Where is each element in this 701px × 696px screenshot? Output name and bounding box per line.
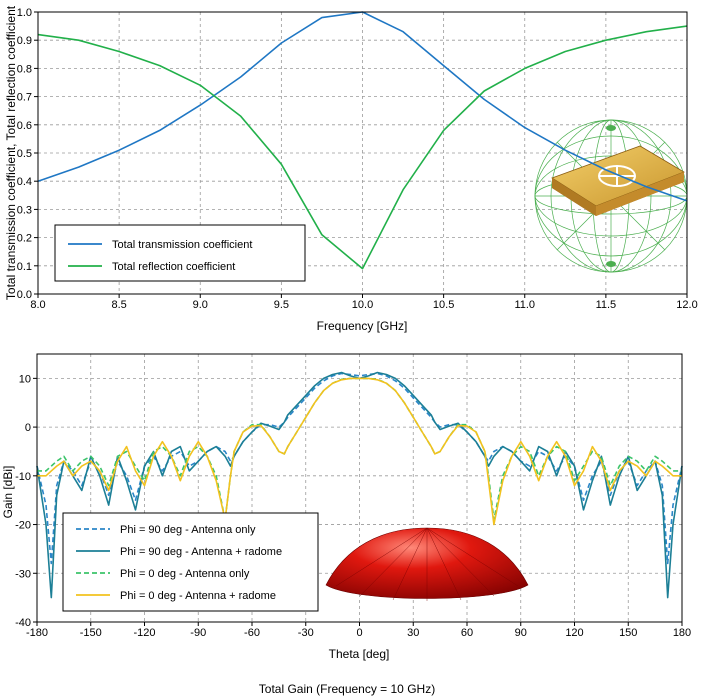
y-tick-labels: -40 -30 -20 -10 0 10 (15, 373, 37, 629)
radome-dome-inset (325, 527, 529, 601)
x-tick-label: 10.5 (433, 299, 454, 311)
legend-entry: Total transmission coefficient (112, 239, 252, 251)
y-tick-label: -30 (15, 568, 31, 580)
x-tick-label: 120 (565, 627, 583, 639)
y-axis-label: Gain [dBi] (1, 466, 15, 519)
antenna-model-inset (534, 119, 688, 273)
y-axis-label: Total transmission coefficient, Total re… (4, 5, 18, 300)
x-tick-label: -60 (244, 627, 260, 639)
y-tick-label: 0.8 (17, 63, 32, 75)
x-tick-labels: 8.0 8.5 9.0 9.5 10.0 10.5 11.0 11.5 12.0 (30, 294, 698, 311)
y-tick-label: 0.1 (17, 261, 32, 273)
transmission-reflection-chart: 8.0 8.5 9.0 9.5 10.0 10.5 11.0 11.5 12.0 0.00.10… (4, 5, 698, 333)
x-tick-label: -120 (133, 627, 155, 639)
x-axis-label: Theta [deg] (329, 647, 390, 661)
legend-entry: Phi = 0 deg - Antenna only (120, 568, 250, 580)
x-tick-label: 180 (673, 627, 691, 639)
x-tick-label: 8.5 (111, 299, 126, 311)
y-tick-label: 0.0 (17, 289, 32, 301)
x-tick-label: 11.0 (514, 299, 535, 311)
x-tick-label: 90 (515, 627, 527, 639)
y-tick-label: -40 (15, 617, 31, 629)
y-tick-label: 1.0 (17, 7, 32, 19)
x-tick-label: -180 (26, 627, 48, 639)
gain-pattern-chart: -180 -150 -120 -90 -60 -30 0 30 60 90 120 150 180 -4… (1, 353, 691, 696)
x-tick-label: 12.0 (676, 299, 697, 311)
legend-entry: Phi = 90 deg - Antenna only (120, 524, 256, 536)
y-tick-label: 0.6 (17, 120, 32, 132)
y-tick-label: 0.2 (17, 233, 32, 245)
y-tick-label: 0.3 (17, 204, 32, 216)
y-tick-label: 10 (19, 373, 31, 385)
chart-title: Total Gain (Frequency = 10 GHz) (259, 682, 435, 696)
x-axis-label: Frequency [GHz] (317, 319, 408, 333)
x-tick-label: 60 (461, 627, 473, 639)
series-line-total-reflection-coefficient (37, 25, 688, 270)
y-tick-label: 0 (25, 422, 31, 434)
x-tick-label: 9.0 (193, 299, 208, 311)
legend-entry: Total reflection coefficient (112, 261, 235, 273)
x-tick-label: 9.5 (274, 299, 289, 311)
x-tick-label: 11.5 (596, 299, 617, 311)
y-tick-label: 0.7 (17, 92, 32, 104)
x-tick-label: -90 (190, 627, 206, 639)
y-tick-label: 0.4 (17, 176, 32, 188)
y-tick-label: 0.5 (17, 148, 32, 160)
legend: Total transmission coefficient Total refl… (54, 224, 306, 282)
y-tick-label: -20 (15, 520, 31, 532)
series-line-phi-0-deg-antenna-radome (37, 377, 682, 526)
x-tick-label: 10.0 (352, 299, 373, 311)
y-tick-label: -10 (15, 471, 31, 483)
x-tick-labels: -180 -150 -120 -90 -60 -30 0 30 60 90 120 150 180 (26, 622, 691, 639)
legend-entry: Phi = 90 deg - Antenna + radome (120, 546, 282, 558)
legend: Phi = 90 deg - Antenna only Phi = 90 deg … (62, 512, 319, 612)
x-tick-label: -30 (298, 627, 314, 639)
x-tick-label: 8.0 (30, 299, 45, 311)
x-tick-label: 30 (407, 627, 419, 639)
legend-entry: Phi = 0 deg - Antenna + radome (120, 590, 276, 602)
x-tick-label: -150 (80, 627, 102, 639)
data-lines (36, 371, 683, 599)
y-tick-labels: 0.0 0.1 0.2 0.3 0.4 0.5 0.6 0.7 0.8 0.9 1.0 (17, 7, 38, 301)
y-tick-label: 0.9 (17, 35, 32, 47)
x-tick-label: 0 (356, 627, 362, 639)
x-tick-label: 150 (619, 627, 637, 639)
